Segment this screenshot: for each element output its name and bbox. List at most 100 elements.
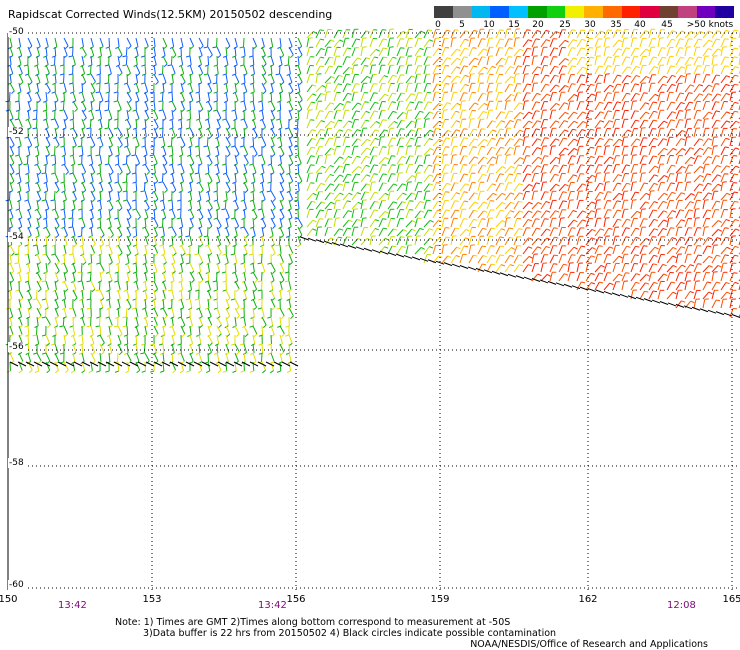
wind-barb — [541, 263, 543, 272]
wind-barb — [379, 157, 385, 164]
wind-barb-flag — [254, 289, 257, 292]
wind-barb — [406, 236, 408, 245]
wind-barb-flag — [231, 254, 235, 255]
wind-barb — [154, 173, 158, 181]
wind-barb-flag — [708, 157, 712, 158]
wind-barb-flag — [159, 74, 163, 75]
wind-barb-flag — [108, 56, 112, 58]
wind-barb — [424, 165, 429, 173]
wind-barb — [640, 38, 643, 47]
wind-barb — [568, 228, 572, 236]
wind-barb — [460, 119, 462, 128]
wind-barb-flag — [339, 130, 343, 131]
wind-barb-flag — [654, 202, 658, 203]
wind-barb — [199, 110, 200, 119]
wind-barb-flag — [672, 192, 676, 193]
wind-barb-flag — [619, 139, 623, 141]
wind-barb-flag — [682, 31, 686, 33]
wind-barb — [379, 147, 383, 155]
wind-barb — [496, 174, 500, 182]
wind-barb-flag — [366, 184, 370, 186]
wind-barb — [82, 290, 83, 299]
wind-barb — [676, 290, 678, 299]
wind-barb — [325, 128, 328, 137]
wind-barb — [19, 218, 22, 227]
wind-barb — [415, 74, 417, 83]
wind-barb-flag — [698, 39, 702, 40]
wind-barb — [226, 83, 228, 92]
wind-barb — [712, 111, 716, 119]
wind-barb-flag — [383, 174, 387, 175]
wind-barb-flag — [421, 247, 425, 249]
wind-barb-flag — [574, 247, 578, 249]
wind-barb — [55, 47, 56, 56]
wind-barb — [424, 229, 429, 236]
wind-barb — [496, 155, 498, 164]
wind-barb — [370, 39, 373, 48]
wind-barb — [10, 191, 11, 200]
wind-barb — [10, 110, 13, 118]
wind-barb — [144, 182, 145, 191]
wind-barb — [730, 57, 734, 65]
wind-barb — [307, 165, 311, 173]
wind-barb — [631, 228, 636, 236]
wind-barb — [658, 229, 663, 237]
wind-barb — [613, 30, 617, 38]
wind-barb — [136, 209, 141, 217]
wind-barb — [190, 200, 192, 209]
wind-barb — [649, 129, 652, 137]
wind-barb — [28, 281, 30, 290]
wind-barb-flag — [429, 40, 433, 42]
wind-barb — [64, 281, 68, 289]
wind-barb — [388, 165, 392, 173]
wind-barb — [658, 193, 664, 200]
wind-barb — [316, 202, 322, 209]
wind-barb — [217, 209, 218, 218]
wind-barb — [505, 193, 511, 200]
wind-barb — [127, 290, 129, 299]
wind-barb — [433, 210, 437, 218]
wind-barb — [118, 326, 122, 334]
wind-barb — [532, 39, 536, 47]
wind-barb — [451, 58, 457, 65]
wind-barb — [505, 228, 509, 236]
wind-barb — [163, 209, 166, 218]
wind-barb — [217, 299, 218, 308]
wind-barb-flag — [672, 211, 676, 212]
wind-barb-flag — [509, 228, 513, 229]
wind-barb — [244, 65, 247, 73]
wind-barb-flag — [609, 228, 613, 229]
wind-barb-flag — [84, 55, 87, 58]
wind-barb-flag — [430, 220, 434, 222]
wind-barb — [199, 272, 203, 280]
wind-barb — [622, 200, 624, 209]
wind-barb-flag — [98, 218, 102, 220]
wind-barb — [280, 263, 284, 271]
wind-barb — [415, 39, 418, 48]
wind-barb-flag — [155, 181, 158, 184]
wind-barb-flag — [15, 101, 19, 102]
wind-barb — [271, 326, 274, 334]
wind-barb-flag — [282, 334, 285, 337]
wind-barb — [64, 164, 69, 172]
wind-barb — [325, 121, 331, 128]
wind-barb — [397, 138, 400, 146]
wind-barb — [325, 155, 327, 164]
wind-barb-flag — [636, 93, 640, 94]
wind-barb — [685, 202, 690, 209]
wind-barb-flag — [242, 218, 246, 220]
wind-barb — [451, 49, 457, 56]
wind-barb — [352, 111, 356, 119]
wind-barb — [433, 156, 437, 164]
wind-barb — [676, 265, 682, 272]
wind-barb — [442, 256, 448, 263]
wind-barb — [622, 228, 626, 236]
wind-barb-flag — [185, 236, 189, 237]
wind-barb — [343, 211, 348, 218]
wind-barb — [415, 236, 417, 245]
wind-barb — [658, 164, 660, 173]
wind-barb-flag — [465, 238, 469, 240]
wind-barb — [424, 93, 427, 102]
wind-barb — [154, 155, 157, 163]
wind-barb — [532, 148, 537, 155]
